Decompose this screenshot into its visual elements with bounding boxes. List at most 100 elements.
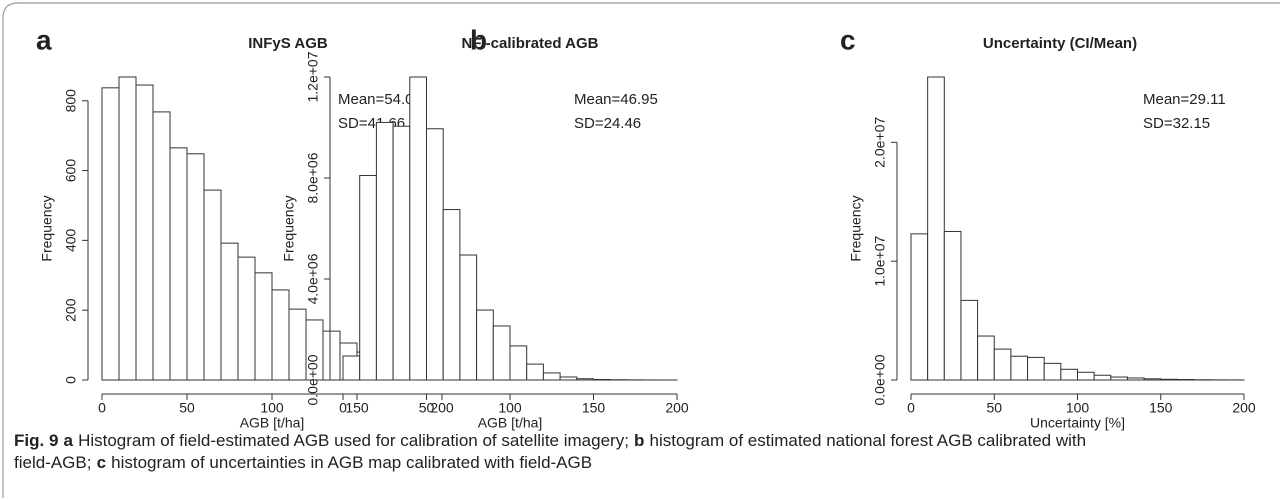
histogram-bar: [288, 308, 307, 381]
x-tick-label: 200: [1232, 400, 1256, 416]
histogram-bar: [943, 230, 962, 381]
x-tick-label: 0: [339, 400, 347, 416]
caption-text: Fig. 9: [14, 431, 59, 450]
y-axis-label: Frequency: [281, 195, 297, 261]
panel-label: c: [840, 24, 856, 55]
x-axis-label: AGB [t/ha]: [478, 415, 543, 431]
y-tick-label: 800: [63, 89, 79, 113]
histogram-bar: [459, 254, 478, 381]
y-tick-label: 400: [63, 228, 79, 252]
x-tick-label: 100: [260, 400, 284, 416]
histogram-bar: [220, 242, 239, 381]
y-axis-label: Frequency: [39, 195, 55, 261]
histogram-bar: [993, 348, 1012, 381]
y-tick-label: 8.0e+06: [305, 152, 321, 203]
histogram-bar: [1110, 376, 1128, 381]
histogram-bar: [342, 355, 361, 381]
caption-text: field-AGB;: [14, 453, 92, 472]
x-axis-label: AGB [t/ha]: [240, 415, 305, 431]
histogram-bar: [492, 325, 511, 381]
caption: Fig. 9 a Histogram of field-estimated AGB …: [14, 430, 1274, 474]
chart-title: Uncertainty (CI/Mean): [983, 35, 1137, 52]
histogram-bar: [910, 233, 929, 381]
y-tick-label: 0.0e+00: [872, 354, 888, 405]
x-tick-label: 0: [907, 400, 915, 416]
histogram-bar: [203, 189, 222, 381]
y-axis-label: Frequency: [848, 195, 864, 261]
histogram-bar: [169, 147, 188, 381]
caption-text: a: [63, 431, 73, 450]
histogram-bar: [960, 299, 979, 381]
histogram-bar: [135, 84, 154, 381]
x-tick-label: 200: [430, 400, 454, 416]
histogram-bar: [1027, 356, 1045, 381]
y-tick-label: 0.0e+00: [305, 354, 321, 405]
histogram-bar: [426, 128, 444, 381]
histogram-bar: [1077, 371, 1095, 381]
histogram-bar: [576, 378, 594, 381]
panel-label: a: [36, 24, 52, 55]
caption-text: histogram of uncertainties in AGB map ca…: [111, 453, 593, 472]
histogram-bar: [1093, 374, 1112, 381]
histogram-bar: [526, 363, 544, 381]
y-tick-label: 2.0e+07: [872, 117, 888, 168]
histogram-bar: [1060, 368, 1078, 381]
histogram-bar: [977, 335, 995, 381]
y-tick-label: 200: [63, 298, 79, 322]
histogram-bar: [118, 76, 137, 381]
annotation: Mean=29.11: [1143, 91, 1226, 108]
annotation: Mean=46.95: [574, 91, 658, 108]
x-tick-label: 200: [665, 400, 689, 416]
histogram-bar: [237, 256, 256, 381]
x-tick-label: 100: [498, 400, 522, 416]
caption-text: histogram of estimated national forest A…: [649, 431, 1087, 450]
x-tick-label: 150: [345, 400, 369, 416]
annotation: SD=32.15: [1143, 115, 1210, 132]
x-tick-label: 100: [1066, 400, 1090, 416]
histogram-bar: [1010, 355, 1029, 381]
histogram-bar: [359, 174, 377, 381]
histogram-bar: [1143, 378, 1162, 381]
histogram-bar: [593, 378, 611, 381]
histogram-bar: [1160, 378, 1178, 381]
histogram-bar: [559, 376, 578, 381]
chart-title: NFI-calibrated AGB: [462, 35, 599, 52]
histogram-bar: [409, 76, 427, 381]
histogram-bar: [476, 309, 494, 381]
histogram-bar: [1043, 362, 1062, 381]
y-tick-label: 600: [63, 159, 79, 183]
histogram-bar: [1126, 377, 1145, 381]
histogram-bar: [254, 272, 273, 381]
annotation: SD=24.46: [574, 115, 641, 132]
y-tick-label: 0: [63, 376, 79, 384]
x-tick-label: 50: [179, 400, 195, 416]
caption-text: Histogram of field-estimated AGB used fo…: [78, 431, 629, 450]
caption-text: c: [96, 453, 107, 472]
histogram-bar: [101, 87, 120, 381]
histogram-bar: [375, 121, 394, 381]
histogram-bar: [152, 111, 171, 381]
x-axis-label: Uncertainty [%]: [1030, 415, 1125, 431]
histogram-bar: [442, 209, 461, 381]
x-tick-label: 150: [582, 400, 606, 416]
x-tick-label: 50: [419, 400, 435, 416]
histogram-bar: [927, 76, 945, 381]
histogram-bar: [186, 153, 205, 381]
x-tick-label: 50: [986, 400, 1002, 416]
x-tick-label: 0: [98, 400, 106, 416]
chart-title: INFyS AGB: [248, 35, 328, 52]
y-tick-label: 1.2e+07: [305, 51, 321, 102]
annotation: Mean=54.08: [338, 91, 422, 108]
y-tick-label: 1.0e+07: [872, 235, 888, 286]
histogram-bar: [322, 330, 341, 381]
x-tick-label: 150: [1149, 400, 1173, 416]
caption-text: b: [634, 431, 645, 450]
histogram-bar: [542, 372, 561, 381]
caption-line: field-AGB; c histogram of uncertainties in…: [14, 452, 1274, 474]
y-tick-label: 4.0e+06: [305, 253, 321, 304]
histogram-bar: [271, 289, 290, 381]
panel-label: b: [470, 24, 487, 55]
